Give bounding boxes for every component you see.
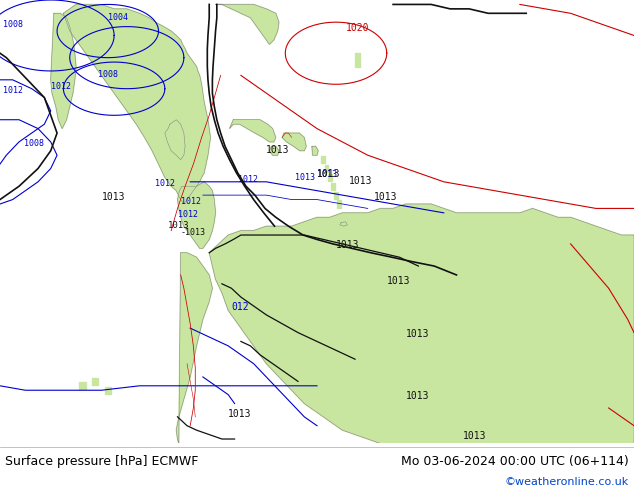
Polygon shape <box>230 120 276 142</box>
Text: 1013: 1013 <box>168 221 190 230</box>
Text: 1013: 1013 <box>295 172 315 182</box>
Polygon shape <box>325 165 328 172</box>
Text: 1013: 1013 <box>406 391 429 401</box>
Polygon shape <box>337 200 341 208</box>
Polygon shape <box>269 147 279 155</box>
Text: Surface pressure [hPa] ECMWF: Surface pressure [hPa] ECMWF <box>5 455 198 467</box>
Text: 1013: 1013 <box>266 145 290 155</box>
Text: 1013: 1013 <box>336 240 359 250</box>
Text: 1008: 1008 <box>24 139 44 148</box>
Text: 1004: 1004 <box>108 13 128 22</box>
Text: 1013: 1013 <box>387 276 410 286</box>
Polygon shape <box>79 382 86 390</box>
Polygon shape <box>328 174 332 181</box>
Polygon shape <box>282 133 306 151</box>
Text: 1008: 1008 <box>3 21 23 29</box>
Polygon shape <box>312 147 318 155</box>
Text: 1013: 1013 <box>317 170 340 179</box>
Polygon shape <box>92 378 98 385</box>
Polygon shape <box>178 182 216 248</box>
Text: 1012: 1012 <box>3 86 23 95</box>
Polygon shape <box>331 183 335 190</box>
Text: 1013: 1013 <box>374 192 398 201</box>
Text: -1013: -1013 <box>181 228 205 237</box>
Text: 1020: 1020 <box>346 23 369 33</box>
Text: 1012: 1012 <box>155 179 176 188</box>
Text: 1013: 1013 <box>101 192 125 201</box>
Polygon shape <box>355 53 360 67</box>
Text: Mo 03-06-2024 00:00 UTC (06+114): Mo 03-06-2024 00:00 UTC (06+114) <box>401 455 629 467</box>
Text: 1013: 1013 <box>349 176 372 186</box>
Text: 1008: 1008 <box>98 70 119 79</box>
Polygon shape <box>105 387 111 394</box>
Polygon shape <box>321 156 325 163</box>
Polygon shape <box>176 253 212 443</box>
Polygon shape <box>51 13 76 128</box>
Text: 1012: 1012 <box>238 175 258 184</box>
Polygon shape <box>340 221 347 226</box>
Polygon shape <box>63 4 210 204</box>
Text: 1013: 1013 <box>406 329 429 339</box>
Polygon shape <box>216 4 279 44</box>
Text: 012: 012 <box>231 302 249 313</box>
Polygon shape <box>334 192 338 198</box>
Polygon shape <box>209 204 634 443</box>
Text: 1012: 1012 <box>51 82 71 91</box>
Text: 1013: 1013 <box>228 409 252 419</box>
Text: 1013: 1013 <box>463 431 486 441</box>
Text: 1012: 1012 <box>181 197 201 206</box>
Text: 1012: 1012 <box>178 210 198 220</box>
Text: 1013: 1013 <box>317 171 337 179</box>
Polygon shape <box>165 120 185 160</box>
Text: ©weatheronline.co.uk: ©weatheronline.co.uk <box>505 477 629 487</box>
